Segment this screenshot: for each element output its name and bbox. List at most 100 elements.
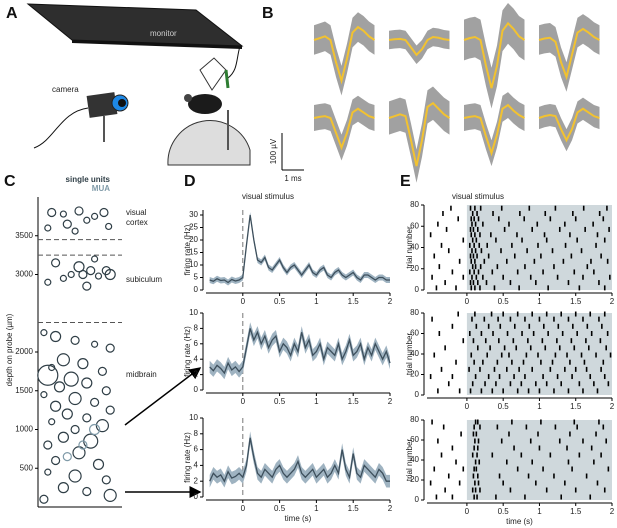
unit-point — [88, 423, 101, 436]
region-label: midbrain — [126, 370, 157, 379]
y-tick-label: 0 — [194, 492, 199, 501]
unit-point — [50, 258, 61, 268]
unit-point — [48, 418, 56, 426]
scale-label-x: 1 ms — [284, 174, 301, 183]
waveform-mean — [388, 101, 451, 167]
waveform-spread — [464, 92, 525, 167]
unit-point — [40, 391, 48, 399]
unit-point — [61, 408, 73, 420]
x-tick-label: 2 — [610, 297, 615, 306]
camera-body — [86, 92, 118, 118]
waveform-spread — [389, 86, 450, 183]
unit-point — [49, 400, 62, 412]
unit-point — [37, 364, 59, 386]
y-tick-label: 20 — [410, 264, 419, 273]
y-tick-label: 10 — [189, 260, 198, 269]
panel-label: A — [6, 5, 18, 22]
unit-point — [105, 405, 115, 415]
holder — [199, 57, 227, 91]
x-tick-label: 2 — [610, 402, 615, 411]
unit-point — [68, 391, 82, 406]
y-tick-label: 6 — [194, 445, 199, 454]
unit-point — [101, 386, 111, 396]
waveform-spread — [539, 14, 600, 92]
y-tick-label: 80 — [410, 308, 419, 317]
x-tick-label: 1.5 — [570, 402, 582, 411]
y-tick-label: 1000 — [15, 425, 33, 434]
y-tick-label: 60 — [410, 435, 419, 444]
unit-point — [101, 266, 111, 276]
unit-point — [83, 216, 91, 224]
y-axis-label: firing rate (Hz) — [183, 224, 192, 275]
unit-point — [50, 455, 61, 466]
x-tick-label: 0.5 — [498, 297, 510, 306]
unit-point — [40, 329, 48, 337]
x-tick-label: 1.5 — [348, 297, 360, 306]
rate-line — [209, 328, 391, 375]
y-tick-label: 0 — [415, 495, 420, 504]
mouse-ear — [184, 94, 192, 102]
y-tick-label: 60 — [410, 329, 419, 338]
y-axis-label: trial number — [405, 226, 414, 269]
unit-point — [44, 224, 52, 232]
x-tick-label: 0.5 — [274, 397, 286, 406]
x-tick-label: 1.5 — [348, 504, 360, 513]
waveform-mean — [313, 107, 375, 151]
region-label: cortex — [126, 218, 148, 227]
unit-point — [63, 371, 79, 387]
y-tick-label: 40 — [410, 243, 419, 252]
monitor-shape — [26, 3, 244, 47]
y-tick-label: 2000 — [15, 347, 33, 356]
unit-point — [90, 212, 99, 220]
x-tick-label: 0 — [465, 297, 470, 306]
unit-point — [105, 343, 115, 353]
monitor-edge — [72, 40, 242, 49]
y-tick-label: 0 — [415, 390, 420, 399]
legend-entry: MUA — [92, 184, 110, 193]
unit-point — [74, 206, 84, 216]
unit-point — [67, 270, 75, 279]
sem-band — [209, 212, 390, 286]
x-tick-label: 2 — [388, 297, 393, 306]
y-tick-label: 15 — [189, 248, 198, 257]
scale-label-y: 100 µV — [269, 138, 278, 164]
y-tick-label: 4 — [194, 354, 199, 363]
unit-point — [57, 431, 70, 443]
stimulus-window — [466, 420, 612, 500]
unit-point — [92, 458, 105, 470]
waveform-spread — [314, 95, 375, 161]
panel-label: C — [4, 173, 16, 190]
unit-point — [47, 207, 57, 218]
y-tick-label: 500 — [20, 463, 34, 472]
unit-point — [105, 222, 113, 231]
y-tick-label: 8 — [194, 324, 199, 333]
waveform-mean — [538, 27, 600, 81]
unit-point — [70, 335, 80, 345]
x-tick-label: 1 — [314, 504, 319, 513]
y-tick-label: 40 — [410, 455, 419, 464]
unit-point — [103, 488, 117, 502]
unit-point — [78, 269, 88, 280]
y-tick-label: 4 — [194, 461, 199, 470]
rate-line — [209, 214, 390, 284]
wheel — [167, 120, 251, 166]
annotation: visual stimulus — [242, 192, 294, 201]
y-tick-label: 30 — [189, 210, 198, 219]
y-tick-label: 20 — [410, 370, 419, 379]
y-tick-label: 2 — [194, 476, 199, 485]
x-tick-label: 0.5 — [498, 507, 510, 516]
x-tick-label: 0 — [241, 397, 246, 406]
y-tick-label: 0 — [415, 285, 420, 294]
x-tick-label: 2 — [388, 397, 393, 406]
unit-point — [57, 482, 70, 494]
unit-point — [49, 330, 62, 343]
x-tick-label: 1.5 — [570, 507, 582, 516]
annotation: visual stimulus — [452, 192, 504, 201]
unit-point — [77, 358, 89, 370]
rate-line — [209, 437, 390, 483]
y-axis-label: trial number — [405, 439, 414, 482]
y-tick-label: 8 — [194, 429, 199, 438]
holder-arm — [224, 69, 230, 89]
x-tick-label: 1 — [314, 397, 319, 406]
